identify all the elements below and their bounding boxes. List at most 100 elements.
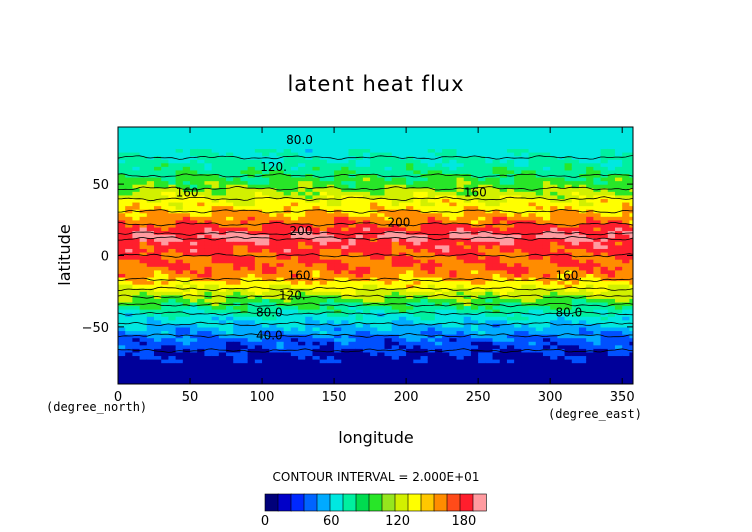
field-cell [312, 184, 321, 189]
field-cell [283, 319, 292, 324]
field-cell [362, 359, 371, 364]
field-cell [168, 241, 177, 246]
field-cell [478, 141, 486, 146]
field-cell [521, 216, 530, 221]
field-cell [348, 176, 357, 182]
field-cell [154, 348, 162, 353]
field-cell [420, 212, 429, 217]
field-cell [290, 309, 299, 314]
field-cell [470, 298, 479, 303]
field-cell [370, 230, 378, 235]
field-cell [492, 266, 501, 271]
field-cell [269, 269, 278, 274]
field-cell [269, 141, 278, 146]
field-cell [557, 323, 566, 328]
field-cell [348, 251, 357, 257]
field-cell [521, 373, 530, 378]
field-cell [154, 187, 162, 192]
field-cell [211, 194, 220, 199]
field-cell [593, 241, 602, 246]
field-cell [377, 176, 386, 182]
field-cell [355, 159, 364, 164]
field-cell [485, 305, 494, 310]
field-cell [240, 191, 249, 196]
field-cell [377, 151, 386, 157]
field-cell [348, 216, 357, 221]
field-cell [593, 319, 602, 324]
field-cell [298, 162, 306, 167]
field-cell [276, 376, 285, 382]
field-cell [470, 201, 479, 207]
field-cell [348, 276, 357, 282]
field-cell [542, 162, 551, 167]
field-cell [391, 316, 400, 321]
field-cell [542, 266, 551, 271]
field-cell [355, 212, 364, 217]
field-cell [434, 287, 443, 292]
field-cell [499, 184, 508, 189]
field-cell [146, 259, 155, 264]
field-cell [233, 130, 242, 135]
field-cell [542, 230, 551, 235]
field-cell [182, 223, 191, 228]
field-cell [492, 244, 501, 249]
field-cell [298, 159, 306, 164]
field-cell [175, 287, 184, 292]
field-cell [449, 312, 458, 317]
field-cell [146, 191, 155, 196]
field-cell [312, 291, 321, 296]
field-cell [571, 366, 580, 371]
field-cell [413, 341, 422, 346]
field-cell [542, 223, 551, 228]
field-cell [535, 130, 544, 135]
field-cell [370, 137, 378, 142]
field-cell [190, 201, 198, 207]
field-cell [578, 248, 587, 253]
field-cell [262, 348, 270, 353]
field-cell [521, 248, 530, 253]
field-cell [499, 309, 508, 314]
field-cell [535, 301, 544, 307]
field-cell [233, 309, 242, 314]
field-cell [118, 194, 126, 199]
field-cell [391, 244, 400, 249]
field-cell [578, 262, 587, 267]
field-cell [506, 187, 515, 192]
field-cell [492, 169, 501, 174]
field-cell [593, 355, 602, 360]
field-cell [312, 209, 321, 214]
field-cell [182, 348, 191, 353]
field-cell [218, 180, 227, 185]
field-cell [290, 373, 299, 378]
field-cell [290, 366, 299, 371]
field-cell [557, 134, 566, 139]
field-cell [564, 155, 573, 160]
field-cell [348, 355, 357, 360]
field-cell [499, 376, 508, 382]
field-cell [485, 269, 494, 274]
field-cell [506, 180, 515, 185]
field-cell [190, 219, 198, 224]
field-cell [427, 155, 436, 160]
field-cell [298, 355, 306, 360]
field-cell [290, 159, 299, 164]
field-cell [514, 291, 522, 296]
field-cell [276, 144, 285, 150]
field-cell [506, 130, 515, 135]
field-cell [168, 180, 177, 185]
field-cell [190, 151, 198, 157]
field-cell [391, 259, 400, 264]
field-cell [384, 262, 393, 267]
field-cell [204, 151, 213, 157]
field-cell [276, 316, 285, 321]
field-cell [204, 262, 213, 267]
field-cell [550, 309, 558, 314]
field-cell [564, 251, 573, 257]
field-cell [521, 355, 530, 360]
field-cell [298, 259, 306, 264]
field-cell [420, 266, 429, 271]
field-cell [557, 255, 566, 260]
field-cell [197, 226, 206, 232]
field-cell [161, 173, 170, 178]
field-cell [146, 330, 155, 335]
